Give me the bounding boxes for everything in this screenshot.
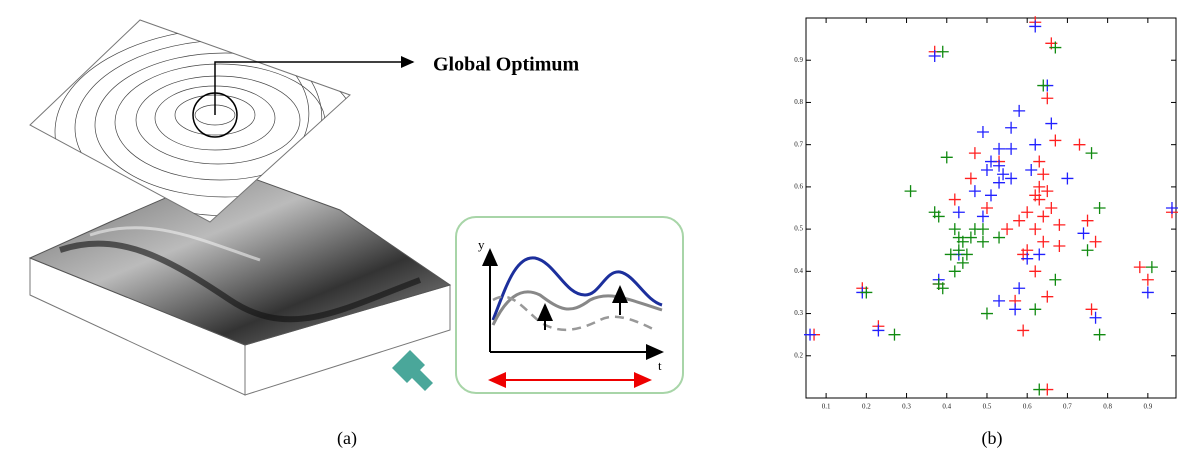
y-tick-label: 0.7 (794, 140, 803, 148)
y-tick-label: 0.5 (794, 225, 803, 233)
inset-x-label: t (658, 358, 662, 373)
figure: Global Optimum y t (a) (b) 0.1 0.2 0.3 0.4 0… (0, 0, 1179, 457)
inset (456, 217, 683, 393)
arrow-icon (392, 350, 433, 391)
y-tick-label: 0.8 (794, 98, 803, 106)
annotation: Global Optimum (433, 54, 579, 76)
x-tick-label: 0.5 (983, 403, 992, 411)
caption: (b) (982, 428, 1003, 449)
x-tick-label: 0.8 (1103, 403, 1112, 411)
y-tick-label: 0.6 (794, 182, 803, 190)
inset-y-label: y (478, 237, 485, 252)
surface-block (30, 170, 450, 395)
x-tick-label: 0.3 (902, 403, 911, 411)
x-tick-label: 0.7 (1063, 403, 1072, 411)
contour-plane (30, 20, 415, 236)
x-tick-label: 0.6 (1023, 403, 1032, 411)
y-tick-label: 0.9 (794, 56, 803, 64)
caption: (a) (337, 428, 357, 449)
y-tick-label: 0.4 (794, 267, 803, 275)
x-tick-label: 0.2 (862, 403, 871, 411)
x-tick-label: 0.1 (822, 403, 831, 411)
x-tick-label: 0.9 (1143, 403, 1152, 411)
y-tick-label: 0.2 (794, 351, 803, 359)
y-tick-label: 0.3 (794, 309, 803, 317)
x-tick-label: 0.4 (942, 403, 951, 411)
